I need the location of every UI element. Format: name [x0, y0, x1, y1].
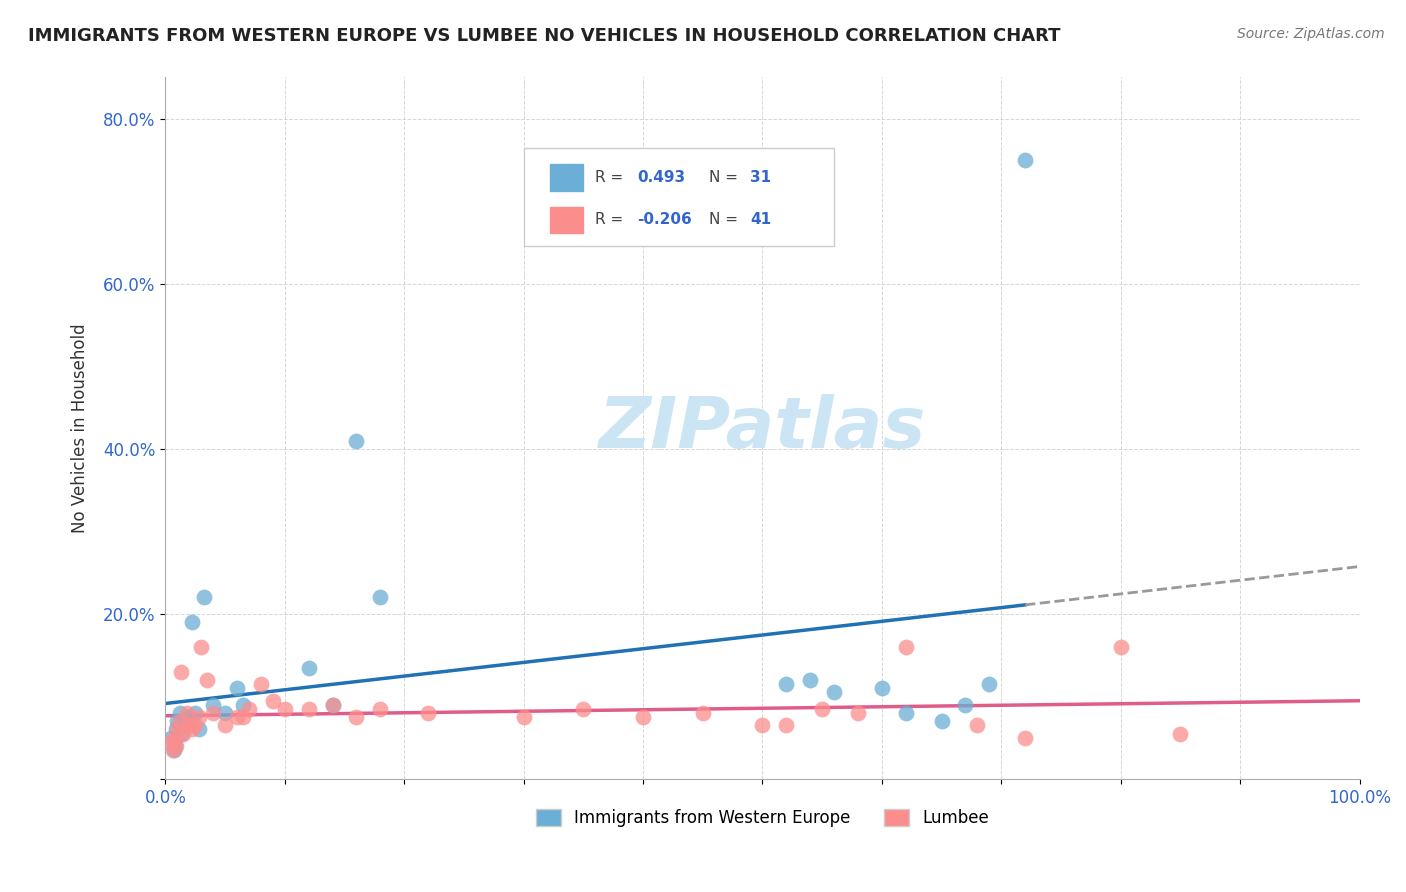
- Point: [572, 702, 595, 716]
- Point: [163, 743, 186, 757]
- Point: [214, 718, 236, 732]
- Point: [846, 706, 869, 720]
- Bar: [550, 207, 583, 233]
- Point: [1014, 731, 1036, 745]
- Point: [512, 710, 534, 724]
- Point: [180, 615, 202, 629]
- Point: [775, 677, 797, 691]
- Point: [799, 673, 821, 687]
- Point: [166, 714, 188, 728]
- Text: -0.206: -0.206: [637, 212, 692, 227]
- Text: 0.493: 0.493: [637, 170, 685, 186]
- Point: [226, 681, 249, 695]
- Point: [202, 706, 225, 720]
- Point: [955, 698, 977, 712]
- Point: [169, 706, 191, 720]
- Point: [811, 702, 834, 716]
- Text: 31: 31: [751, 170, 772, 186]
- Text: 41: 41: [751, 212, 772, 227]
- Point: [165, 723, 187, 737]
- Point: [202, 698, 225, 712]
- Point: [184, 706, 207, 720]
- Point: [344, 434, 367, 448]
- Point: [159, 735, 181, 749]
- Point: [322, 698, 344, 712]
- Point: [193, 591, 215, 605]
- Text: ZIPatlas: ZIPatlas: [599, 393, 927, 463]
- Point: [179, 718, 201, 732]
- Point: [190, 640, 212, 654]
- Text: R =: R =: [595, 170, 628, 186]
- Point: [187, 723, 209, 737]
- Point: [232, 710, 254, 724]
- Point: [262, 693, 284, 707]
- Point: [416, 706, 439, 720]
- Point: [274, 702, 297, 716]
- Point: [368, 591, 391, 605]
- Text: Source: ZipAtlas.com: Source: ZipAtlas.com: [1237, 27, 1385, 41]
- Point: [238, 702, 260, 716]
- Point: [166, 723, 188, 737]
- Point: [966, 718, 988, 732]
- FancyBboxPatch shape: [523, 147, 834, 246]
- Bar: [550, 164, 583, 191]
- Point: [692, 706, 714, 720]
- Point: [298, 702, 321, 716]
- Point: [894, 640, 917, 654]
- Point: [160, 731, 183, 745]
- Point: [894, 706, 917, 720]
- Point: [162, 743, 184, 757]
- Point: [775, 718, 797, 732]
- Point: [931, 714, 953, 728]
- Point: [176, 714, 198, 728]
- Point: [163, 739, 186, 753]
- Point: [176, 706, 198, 720]
- Point: [169, 714, 191, 728]
- Text: N =: N =: [709, 170, 742, 186]
- Legend: Immigrants from Western Europe, Lumbee: Immigrants from Western Europe, Lumbee: [529, 802, 995, 834]
- Point: [170, 726, 193, 740]
- Text: N =: N =: [709, 212, 742, 227]
- Point: [631, 710, 654, 724]
- Point: [184, 718, 207, 732]
- Text: R =: R =: [595, 212, 628, 227]
- Point: [214, 706, 236, 720]
- Point: [322, 698, 344, 712]
- Point: [172, 718, 194, 732]
- Point: [232, 698, 254, 712]
- Point: [172, 726, 194, 740]
- Point: [250, 677, 273, 691]
- Point: [979, 677, 1001, 691]
- Point: [298, 660, 321, 674]
- Point: [344, 710, 367, 724]
- Point: [823, 685, 845, 699]
- Text: IMMIGRANTS FROM WESTERN EUROPE VS LUMBEE NO VEHICLES IN HOUSEHOLD CORRELATION CH: IMMIGRANTS FROM WESTERN EUROPE VS LUMBEE…: [28, 27, 1060, 45]
- Point: [165, 739, 187, 753]
- Point: [179, 710, 201, 724]
- Point: [368, 702, 391, 716]
- Point: [163, 731, 186, 745]
- Point: [195, 673, 218, 687]
- Point: [187, 710, 209, 724]
- Point: [1109, 640, 1132, 654]
- Y-axis label: No Vehicles in Household: No Vehicles in Household: [72, 324, 89, 533]
- Point: [751, 718, 773, 732]
- Point: [170, 665, 193, 679]
- Point: [870, 681, 893, 695]
- Point: [1014, 153, 1036, 167]
- Point: [1170, 726, 1192, 740]
- Point: [180, 723, 202, 737]
- Point: [226, 710, 249, 724]
